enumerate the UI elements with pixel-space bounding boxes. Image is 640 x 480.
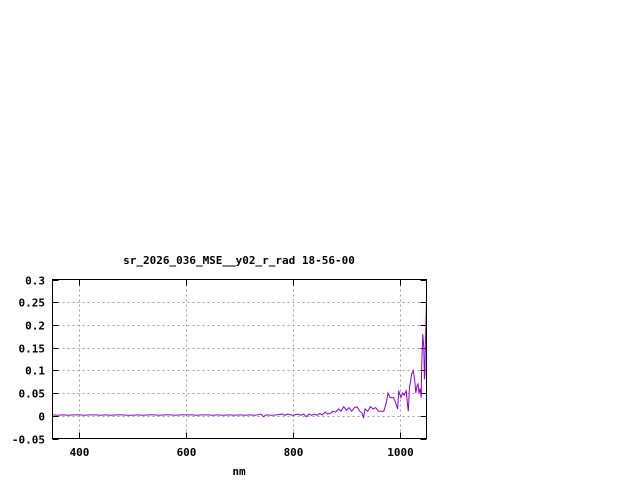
series-line (52, 295, 427, 419)
x-tick-label: 1000 (387, 446, 414, 459)
y-tick-label: 0.25 (19, 297, 46, 310)
y-axis: -0.05 0 0.05 0.1 0.15 0.2 0.25 0.3 (12, 275, 427, 447)
y-tick-label: 0.15 (19, 343, 46, 356)
y-tick-label: 0.2 (25, 320, 45, 333)
x-tick-label: 800 (284, 446, 304, 459)
y-tick-label: 0.1 (25, 365, 45, 378)
x-axis: 400 600 800 1000 (70, 279, 414, 459)
x-tick-label: 400 (70, 446, 90, 459)
y-tick-label: 0.05 (19, 388, 46, 401)
plot-frame (52, 279, 427, 439)
x-tick-label: 600 (177, 446, 197, 459)
x-axis-label: nm (232, 465, 246, 478)
y-tick-label: 0.3 (25, 275, 45, 288)
grid (52, 279, 427, 439)
y-tick-label: -0.05 (12, 434, 45, 447)
chart-title: sr_2026_036_MSE__y02_r_rad 18-56-00 (123, 254, 355, 267)
y-tick-label: 0 (38, 411, 45, 424)
